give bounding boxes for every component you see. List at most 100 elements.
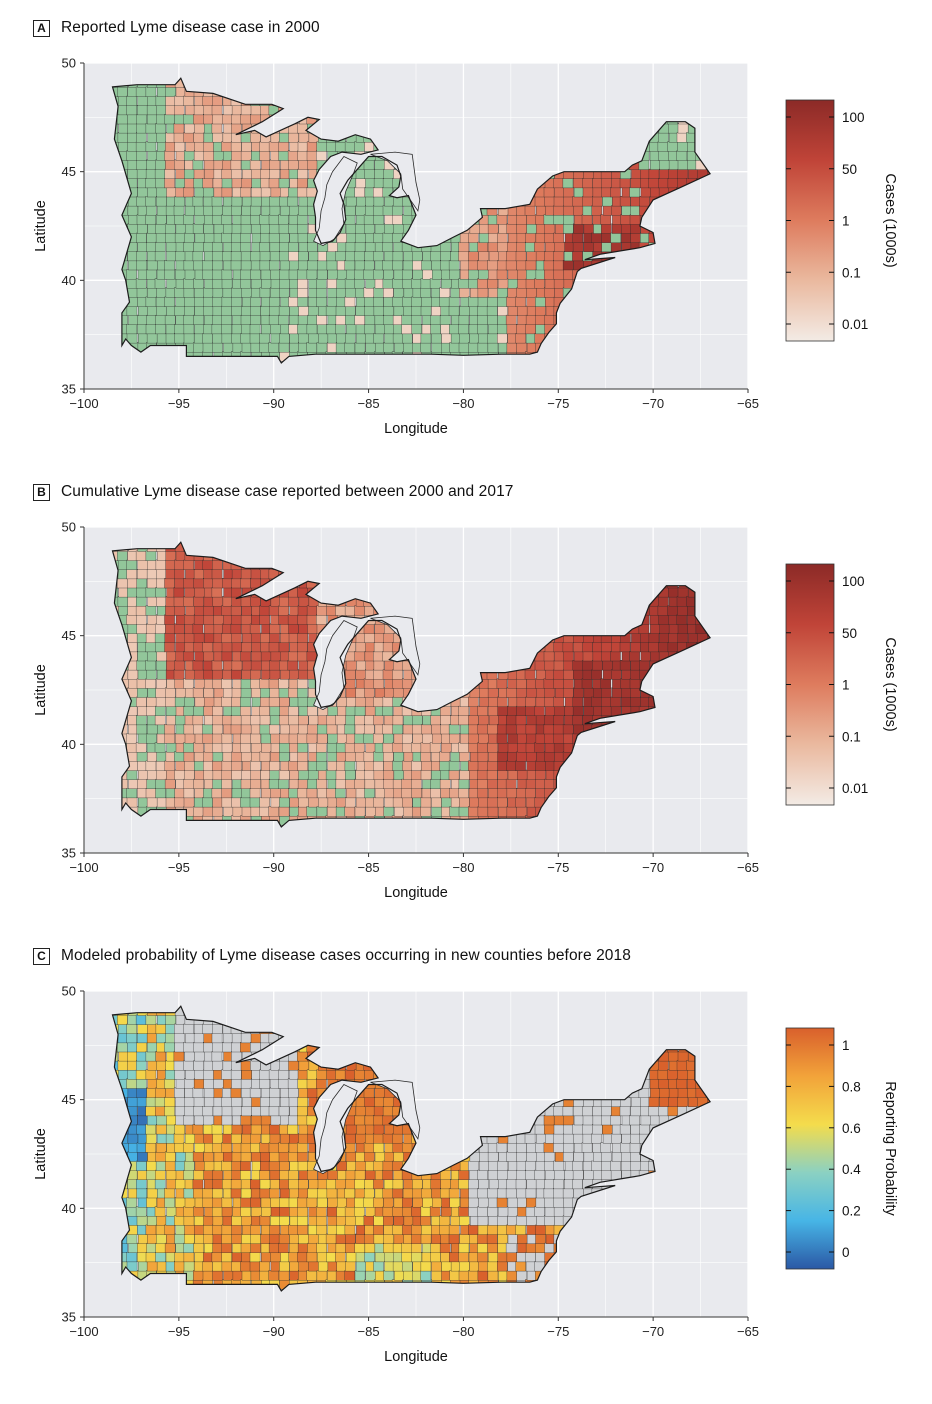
county-cell (564, 206, 574, 216)
county-cell (165, 1106, 175, 1116)
county-cell (203, 114, 213, 124)
county-cell (185, 670, 195, 680)
county-cell (185, 123, 195, 133)
county-cell (279, 1207, 289, 1217)
county-cell (298, 1179, 308, 1189)
county-cell (668, 642, 678, 652)
county-cell (450, 270, 460, 280)
county-cell (383, 233, 393, 243)
county-cell (250, 788, 260, 798)
county-cell (146, 1124, 156, 1134)
county-cell (204, 606, 214, 616)
county-cell (212, 1225, 222, 1235)
county-cell (316, 279, 326, 289)
county-cell (194, 1079, 204, 1089)
county-cell (678, 169, 688, 179)
county-cell (507, 224, 517, 234)
county-cell (136, 1207, 146, 1217)
county-cell (563, 688, 573, 698)
county-cell (620, 178, 630, 188)
county-cell (214, 151, 224, 161)
county-cell (573, 706, 583, 716)
county-cell (345, 606, 355, 616)
county-cell (165, 224, 175, 234)
county-cell (137, 1051, 147, 1061)
county-cell (184, 1252, 194, 1262)
county-cell (279, 642, 289, 652)
county-cell (449, 297, 459, 307)
county-cell (165, 606, 175, 616)
county-cell (241, 597, 251, 607)
county-cell (184, 306, 194, 316)
county-cell (478, 797, 488, 807)
county-cell (155, 169, 165, 179)
county-cell (184, 260, 194, 270)
county-cell (213, 1179, 223, 1189)
county-cell (469, 797, 479, 807)
county-cell (129, 779, 139, 789)
county-cell (536, 206, 546, 216)
county-cell (488, 288, 498, 298)
county-cell (269, 807, 279, 817)
county-cell (204, 206, 214, 216)
county-cell (488, 242, 498, 252)
county-cell (184, 1042, 194, 1052)
county-cell (307, 151, 317, 161)
county-cell (488, 270, 498, 280)
county-cell (402, 315, 412, 325)
county-cell (658, 133, 668, 143)
county-cell (345, 260, 355, 270)
county-cell (250, 1088, 260, 1098)
county-cell (127, 1051, 137, 1061)
county-cell (156, 679, 166, 689)
county-cell (184, 1207, 194, 1217)
county-cell (242, 142, 252, 152)
county-cell (527, 715, 537, 725)
county-cell (384, 251, 394, 261)
county-cell (497, 333, 507, 343)
county-cell (157, 797, 167, 807)
county-cell (204, 1115, 214, 1125)
county-cell (193, 196, 203, 206)
county-cell (117, 87, 127, 97)
county-cell (488, 343, 498, 353)
county-cell (488, 224, 498, 234)
county-cell (375, 688, 385, 698)
county-cell (176, 642, 186, 652)
county-cell (184, 1097, 194, 1107)
county-cell (165, 178, 175, 188)
county-cell (459, 324, 469, 334)
county-cell (184, 169, 194, 179)
county-cell (544, 660, 554, 670)
county-cell (364, 306, 374, 316)
county-cell (184, 133, 194, 143)
county-cell (440, 315, 450, 325)
county-cell (184, 233, 194, 243)
county-cell (288, 651, 298, 661)
county-cell (468, 343, 478, 353)
county-cell (421, 333, 431, 343)
county-cell (270, 1216, 280, 1226)
panel-c: C Modeled probability of Lyme disease ca… (0, 944, 932, 1404)
county-cell (213, 251, 223, 261)
county-cell (364, 215, 374, 225)
legend-title: Cases (1000s) (882, 173, 898, 267)
county-cell (146, 679, 156, 689)
county-cell (478, 343, 488, 353)
county-cell (184, 1216, 194, 1226)
county-cell (269, 779, 279, 789)
county-cell (297, 224, 307, 234)
county-cell (184, 333, 194, 343)
county-cell (298, 1188, 308, 1198)
county-cell (384, 633, 394, 643)
county-cell (186, 606, 196, 616)
county-cell (488, 297, 498, 307)
county-cell (545, 233, 555, 243)
county-cell (478, 743, 488, 753)
county-cell (289, 1225, 299, 1235)
county-cell (441, 743, 451, 753)
county-cell (592, 660, 602, 670)
county-cell (354, 743, 364, 753)
county-cell (298, 279, 308, 289)
county-cell (620, 642, 630, 652)
